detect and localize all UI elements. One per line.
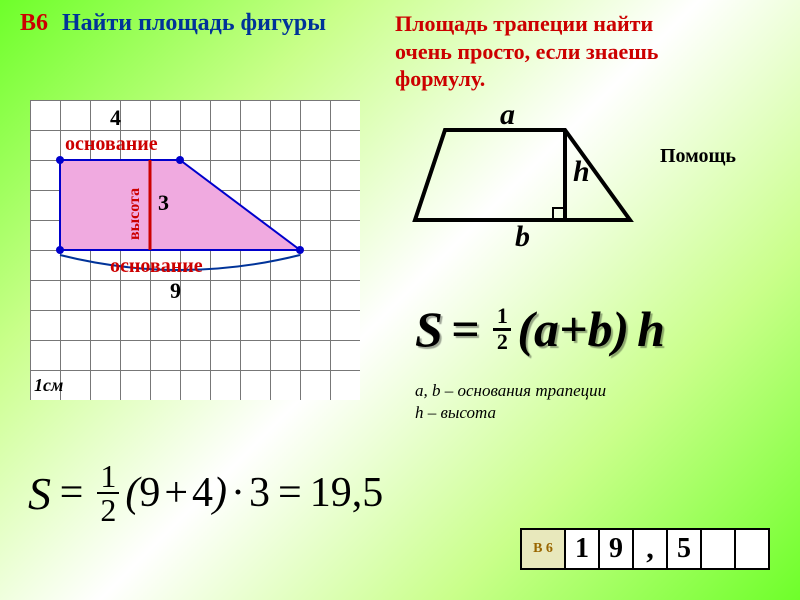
page-title: Найти площадь фигуры bbox=[62, 10, 326, 37]
calc-eq: = bbox=[57, 469, 85, 517]
answer-cell[interactable] bbox=[701, 529, 735, 569]
problem-number: B6 bbox=[20, 10, 48, 37]
calc-num: 1 bbox=[100, 460, 116, 492]
bottom-base-value: 9 bbox=[170, 278, 181, 304]
unit-label: 1см bbox=[34, 375, 63, 396]
calc-close: ) bbox=[213, 469, 227, 517]
area-formula: S = 1 2 (a+b) h bbox=[415, 300, 665, 358]
calc-den: 2 bbox=[100, 494, 116, 526]
calc-open: ( bbox=[125, 469, 139, 517]
top-base-label: основание bbox=[65, 133, 158, 156]
answer-cell[interactable]: , bbox=[633, 529, 667, 569]
fraction-num: 1 bbox=[497, 306, 508, 327]
formula-h: h bbox=[637, 300, 665, 358]
calc-a: 9 bbox=[139, 469, 160, 517]
calc-s: S bbox=[28, 467, 51, 520]
height-label: высота bbox=[126, 188, 144, 240]
legend-line1: a, b – основания трапеции bbox=[415, 380, 606, 402]
formula-fraction: 1 2 bbox=[493, 306, 511, 353]
formula-legend: a, b – основания трапеции h – высота bbox=[415, 380, 606, 424]
calc-dot: · bbox=[231, 469, 245, 517]
formula-diagram: a b h bbox=[415, 120, 655, 270]
height-value: 3 bbox=[158, 190, 169, 216]
answer-label: В 6 bbox=[521, 529, 565, 569]
formula-s: S bbox=[415, 300, 443, 358]
calc-fraction: 1 2 bbox=[97, 460, 119, 526]
top-base-value: 4 bbox=[110, 105, 121, 131]
diagram-trapezoid bbox=[415, 130, 630, 220]
answer-cell[interactable] bbox=[735, 529, 769, 569]
label-a: a bbox=[500, 98, 515, 132]
calc-h: 3 bbox=[249, 469, 270, 517]
calc-result: 19,5 bbox=[310, 469, 384, 517]
calc-b: 4 bbox=[192, 469, 213, 517]
calc-eq2: = bbox=[278, 469, 302, 517]
formula-body: (a+b) bbox=[517, 300, 629, 358]
grid-figure: основание основание высота 4 3 9 1см bbox=[30, 100, 360, 400]
legend-line2: h – высота bbox=[415, 402, 606, 424]
answer-table: В 6 1 9 , 5 bbox=[520, 528, 770, 570]
label-b: b bbox=[515, 220, 530, 254]
vertex bbox=[56, 246, 64, 254]
vertex bbox=[176, 156, 184, 164]
answer-cell[interactable]: 1 bbox=[565, 529, 599, 569]
explanation-text: Площадь трапеции найтиочень просто, если… bbox=[395, 10, 658, 93]
vertex bbox=[56, 156, 64, 164]
fraction-den: 2 bbox=[497, 332, 508, 353]
answer-cell[interactable]: 5 bbox=[667, 529, 701, 569]
vertex bbox=[296, 246, 304, 254]
label-h: h bbox=[573, 155, 590, 189]
answer-cell[interactable]: 9 bbox=[599, 529, 633, 569]
answer-box: В 6 1 9 , 5 bbox=[520, 528, 770, 570]
trapezoid-shape bbox=[60, 160, 300, 250]
help-label[interactable]: Помощь bbox=[660, 145, 736, 168]
calc-plus: + bbox=[164, 469, 188, 517]
calculation: S = 1 2 ( 9 + 4 ) · 3 = 19,5 bbox=[28, 460, 383, 526]
bottom-base-label: основание bbox=[110, 255, 203, 278]
formula-eq: = bbox=[451, 300, 480, 358]
